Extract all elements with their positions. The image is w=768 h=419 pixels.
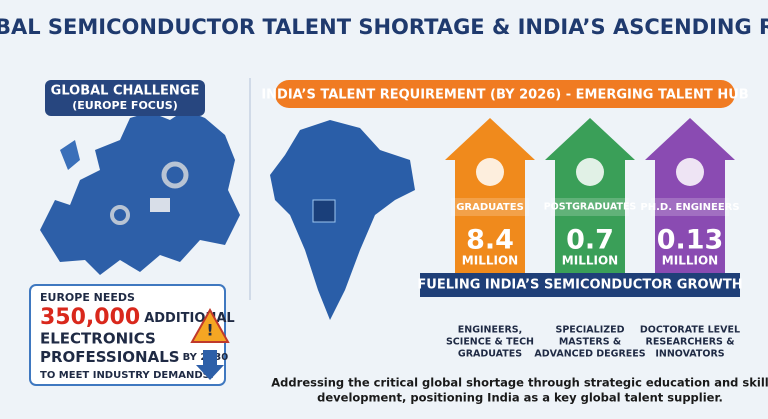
label-box [651,198,729,216]
gear-icon [110,205,130,225]
footer-text: development, positioning India as a key … [317,391,723,405]
europe-map [40,110,240,275]
arrow-value: 8.4 [466,225,514,256]
footer: Addressing the critical global shortage … [271,376,768,405]
icon [476,158,504,186]
arrow [545,118,635,273]
gear-icon [161,161,189,189]
callout-text: TO MEET INDUSTRY DEMANDS. [40,370,214,381]
arrow-description: MASTERS & [559,337,621,348]
factory-icon [150,198,170,212]
arrow-unit: MILLION [562,254,618,268]
left-heading: GLOBAL CHALLENGE [51,84,200,99]
arrow-description: INNOVATORS [655,349,724,360]
arrow-label: GRADUATES [456,202,524,213]
footer-text: Addressing the critical global shortage … [271,376,768,390]
callout-text: ADDITIONAL [144,311,234,326]
callout-number: 350,000 [40,305,140,330]
banner [275,80,735,108]
warning-mark: ! [206,321,213,340]
band-text: FUELING INDIA’S SEMICONDUCTOR GROWTH [417,278,742,293]
arrow [445,118,535,273]
arrow-unit: MILLION [462,254,518,268]
arrow-label: POSTGRADUATES [544,202,637,213]
uk-map [60,140,80,170]
arrow-description: ADVANCED DEGREES [534,349,645,360]
arrow-description: ENGINEERS, [458,325,522,336]
arrow [645,118,735,273]
label-box [451,198,529,216]
arrow-description: SCIENCE & TECH [446,337,534,348]
warning-icon [190,307,230,343]
arrow-description: RESEARCHERS & [646,337,735,348]
heading-box [45,80,205,116]
left-subheading: (EUROPE FOCUS) [72,99,178,112]
banner-text: INDIA’S TALENT REQUIREMENT (BY 2026) - E… [261,88,748,103]
arrow-value: 0.13 [657,225,724,256]
chip-icon [312,199,336,223]
arrow-description: SPECIALIZED [555,325,624,336]
callout-text: PROFESSIONALS [40,348,180,366]
band [420,273,740,297]
arrow-label: PH.D. ENGINEERS [640,202,739,213]
icon [576,158,604,186]
arrow-value: 0.7 [566,225,614,256]
arrow-unit: MILLION [662,254,718,268]
india-map [270,120,415,320]
down-arrow [196,350,224,380]
icon [676,158,704,186]
arrow-description: GRADUATES [458,349,522,360]
title: GLOBAL SEMICONDUCTOR TALENT SHORTAGE & I… [0,15,768,39]
callout-text: EUROPE NEEDS [40,291,135,304]
label-box [551,198,629,216]
callout-text: ELECTRONICS [40,330,156,348]
arrow-description: DOCTORATE LEVEL [640,325,740,336]
